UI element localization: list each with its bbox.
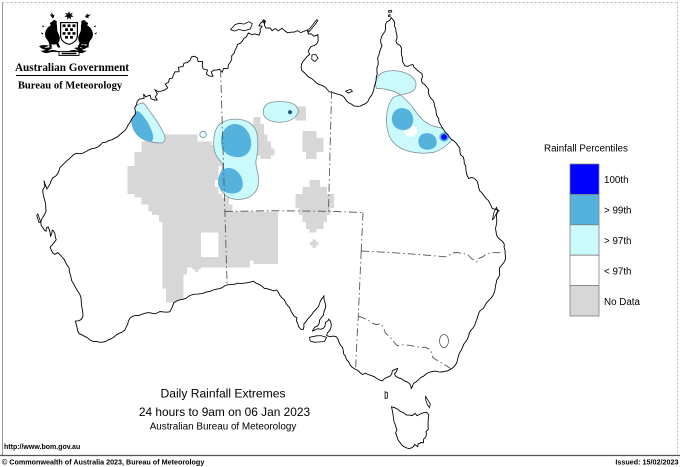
svg-text:Bureau of Meteorology: Bureau of Meteorology [18, 81, 123, 92]
svg-text:Australian Bureau of Meteorolo: Australian Bureau of Meteorology [150, 422, 297, 433]
svg-text:< 97th: < 97th [604, 266, 632, 277]
svg-text:> 99th: > 99th [604, 206, 632, 217]
svg-text:No Data: No Data [604, 297, 640, 308]
svg-text:Australian Government: Australian Government [15, 62, 129, 74]
svg-text:Rainfall Percentiles: Rainfall Percentiles [544, 144, 628, 155]
svg-text:100th: 100th [604, 175, 629, 186]
svg-text:http://www.bom.gov.au: http://www.bom.gov.au [4, 444, 80, 451]
svg-text:Issued: 15/02/2023: Issued: 15/02/2023 [615, 458, 678, 467]
svg-text:Daily Rainfall Extremes: Daily Rainfall Extremes [160, 387, 285, 401]
svg-text:© Commonwealth of Australia 20: © Commonwealth of Australia 2023, Bureau… [2, 458, 204, 467]
svg-text:> 97th: > 97th [604, 236, 632, 247]
svg-text:24 hours to 9am on 06 Jan 2023: 24 hours to 9am on 06 Jan 2023 [139, 405, 311, 419]
